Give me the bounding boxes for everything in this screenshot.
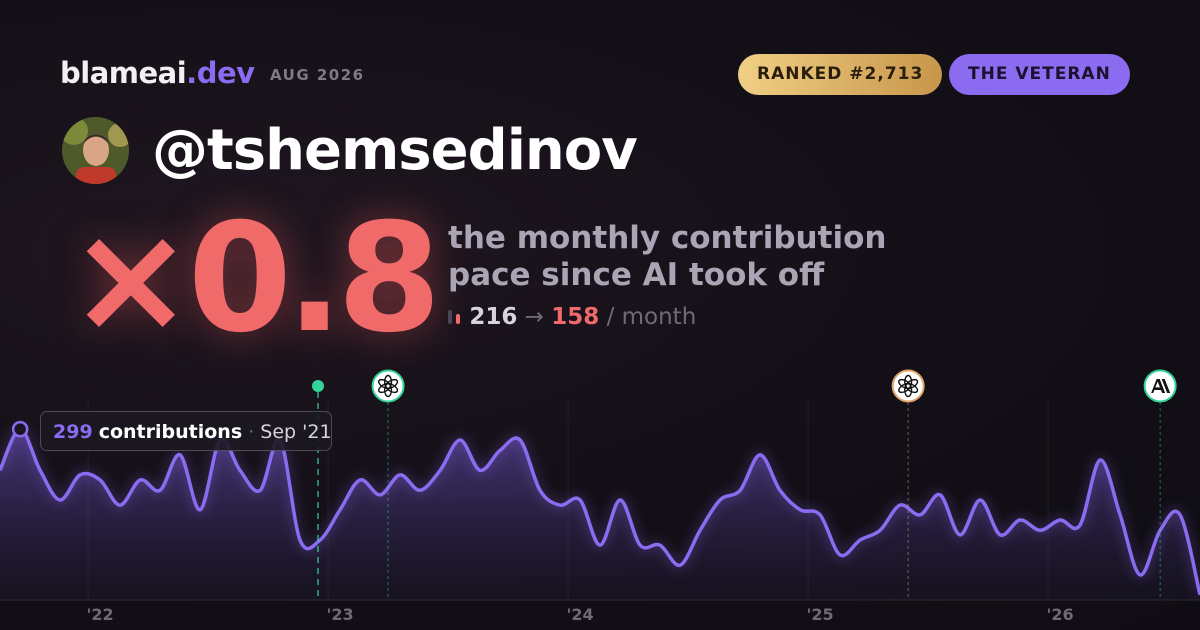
avatar [62,117,129,184]
date: AUG 2026 [270,66,365,84]
description-line: the monthly contribution [448,220,887,256]
line [0,427,1200,596]
event-dot [312,380,324,392]
stats-icon [448,310,460,324]
rank-badge: RANKED #2,713 [738,54,943,95]
event-icon [371,369,405,403]
openai-petal [378,378,392,390]
tooltip-label: contributions [98,421,243,443]
hover-point [11,420,29,438]
event-badge [891,369,925,403]
arrow: → [524,304,544,330]
brand: blameai.dev [60,56,255,90]
handle: @tshemsedinov [152,118,638,183]
after-value: 158 [551,304,600,330]
x-tick-label: '24 [566,605,593,624]
tooltip-separator: · [248,421,255,443]
stats: 216 → 158 / month [448,304,696,330]
anthropic-logo [1151,379,1171,393]
avatar-image [62,117,129,184]
x-tick-label: '26 [1046,605,1073,624]
event-icon [891,369,925,403]
tooltip-date: Sep '21 [260,421,332,443]
multiplier: ×0.8 [68,192,441,366]
area-fill [0,429,1200,600]
before-value: 216 [469,304,518,330]
brand-name: blameai [60,56,187,90]
unit: / month [606,304,697,330]
brand-suffix: .dev [186,56,255,90]
x-tick-label: '23 [326,605,353,624]
x-tick-label: '25 [806,605,833,624]
title-badge: THE VETERAN [949,54,1130,95]
tooltip: 299 contributions · Sep '21 [40,411,332,451]
tooltip-value: 299 [53,421,93,443]
event-icon [1143,369,1177,403]
event-badge [371,369,405,403]
description-line: pace since AI took off [448,257,825,293]
x-tick-label: '22 [86,605,113,624]
openai-petal [898,378,912,390]
